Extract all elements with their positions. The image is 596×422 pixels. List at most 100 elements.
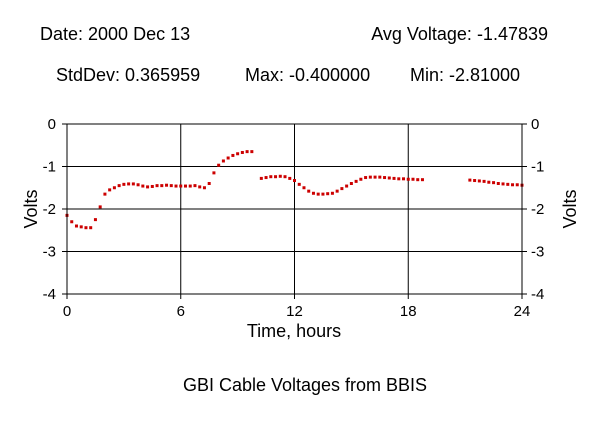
data-point bbox=[293, 179, 296, 183]
data-point bbox=[79, 225, 83, 229]
data-point bbox=[221, 159, 225, 163]
data-point bbox=[212, 171, 216, 175]
data-point bbox=[245, 150, 249, 154]
x-tick-label: 24 bbox=[514, 303, 531, 320]
data-point bbox=[264, 176, 268, 180]
data-point bbox=[174, 184, 178, 188]
data-point bbox=[511, 183, 515, 187]
data-point bbox=[155, 184, 159, 188]
y-tick-label-right: -1 bbox=[531, 159, 544, 176]
y-tick-label-left: -3 bbox=[43, 244, 56, 261]
data-point bbox=[127, 182, 131, 186]
data-point bbox=[368, 175, 372, 179]
x-tick-label: 6 bbox=[177, 303, 185, 320]
data-point bbox=[74, 224, 78, 228]
data-point bbox=[193, 184, 197, 188]
data-point bbox=[131, 182, 135, 186]
data-point bbox=[335, 189, 339, 193]
data-points bbox=[65, 150, 524, 230]
data-point bbox=[259, 176, 263, 180]
data-point bbox=[515, 183, 519, 187]
max-label: Max: -0.400000 bbox=[245, 65, 371, 85]
y-tick-label-right: -2 bbox=[531, 201, 544, 218]
data-point bbox=[136, 183, 140, 187]
data-point bbox=[117, 184, 121, 188]
stddev-label: StdDev: 0.365959 bbox=[56, 65, 201, 85]
data-point bbox=[473, 179, 477, 183]
date-label: Date: 2000 Dec 13 bbox=[40, 24, 191, 44]
data-point bbox=[402, 177, 406, 181]
data-point bbox=[297, 182, 301, 186]
data-point bbox=[150, 184, 154, 188]
data-point bbox=[207, 182, 211, 185]
data-point bbox=[165, 183, 169, 187]
data-point bbox=[274, 175, 278, 179]
data-point bbox=[378, 175, 382, 179]
x-tick-label: 0 bbox=[63, 303, 71, 320]
data-point bbox=[183, 184, 187, 188]
x-tick-label: 12 bbox=[286, 303, 303, 320]
data-point bbox=[141, 184, 145, 188]
data-point bbox=[108, 188, 112, 192]
y-axis-label: Volts bbox=[21, 189, 41, 228]
axis-ticks bbox=[62, 123, 527, 299]
y-tick-label-right: -4 bbox=[531, 286, 544, 303]
data-point bbox=[103, 192, 107, 196]
data-point bbox=[487, 180, 491, 184]
data-point bbox=[188, 184, 192, 188]
data-point bbox=[302, 186, 306, 190]
data-point bbox=[359, 177, 363, 181]
data-point bbox=[146, 185, 150, 189]
data-point bbox=[226, 156, 230, 160]
data-point bbox=[198, 185, 202, 189]
tick-labels: 0 6 12 18 24 0 0 -1 -1 -2 -2 -3 -3 -4 -4 bbox=[43, 116, 545, 320]
data-point bbox=[364, 176, 368, 180]
data-point bbox=[250, 150, 254, 154]
data-point bbox=[231, 153, 235, 157]
data-point bbox=[70, 220, 74, 224]
x-tick-label: 18 bbox=[400, 303, 417, 320]
data-point bbox=[416, 178, 420, 182]
data-point bbox=[321, 192, 325, 196]
y-axis-label-right: Volts bbox=[560, 189, 580, 228]
data-point bbox=[411, 177, 415, 181]
min-label: Min: -2.81000 bbox=[410, 65, 521, 85]
data-point bbox=[240, 150, 244, 154]
data-point bbox=[269, 175, 273, 179]
data-point bbox=[501, 182, 505, 186]
y-tick-label-left: -2 bbox=[43, 201, 56, 218]
plot-frame bbox=[66, 123, 523, 295]
data-point bbox=[477, 179, 481, 183]
data-point bbox=[307, 189, 311, 193]
y-tick-label-right: -3 bbox=[531, 244, 544, 261]
data-point bbox=[202, 186, 206, 190]
data-point bbox=[492, 181, 496, 185]
data-point bbox=[278, 174, 282, 178]
data-point bbox=[236, 152, 240, 156]
data-point bbox=[496, 182, 500, 185]
y-tick-label-left: -1 bbox=[43, 159, 56, 176]
data-point bbox=[160, 184, 164, 188]
y-tick-label-left: -4 bbox=[43, 286, 56, 303]
data-point bbox=[84, 226, 88, 230]
data-point bbox=[482, 179, 486, 183]
grid bbox=[67, 124, 522, 294]
avg-voltage-label: Avg Voltage: -1.47839 bbox=[371, 24, 548, 44]
data-point bbox=[387, 176, 391, 180]
data-point bbox=[288, 176, 292, 180]
data-point bbox=[89, 226, 93, 230]
data-point bbox=[349, 182, 353, 185]
data-point bbox=[179, 184, 183, 188]
chart-title: GBI Cable Voltages from BBIS bbox=[183, 375, 427, 395]
data-point bbox=[122, 182, 126, 186]
data-point bbox=[345, 184, 349, 188]
data-point bbox=[397, 177, 401, 181]
data-point bbox=[420, 178, 424, 182]
data-point bbox=[326, 192, 330, 196]
data-point bbox=[283, 175, 287, 179]
data-point bbox=[340, 187, 344, 191]
data-point bbox=[373, 175, 377, 179]
data-point bbox=[98, 205, 102, 209]
data-point bbox=[169, 184, 173, 188]
